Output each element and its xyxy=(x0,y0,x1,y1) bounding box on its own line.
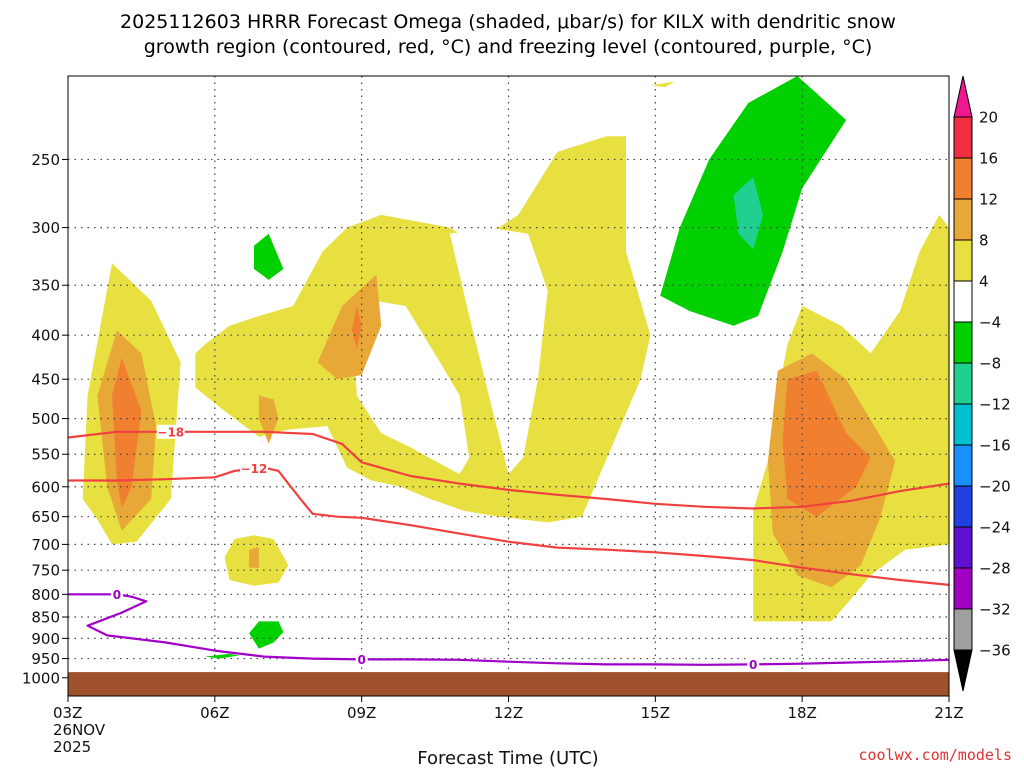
colorbar-label-3: 8 xyxy=(979,232,989,250)
y-tick-label-800: 800 xyxy=(31,586,60,604)
colorbar-top-arrow xyxy=(953,75,973,118)
chart-title-line-2: growth region (contoured, red, °C) and f… xyxy=(144,36,873,58)
x-tick-label-9: 09Z xyxy=(347,704,376,722)
x-axis-title: Forecast Time (UTC) xyxy=(417,748,598,768)
omega-shading xyxy=(82,76,949,659)
omega-region-10 xyxy=(249,547,259,568)
omega-region-4 xyxy=(351,300,470,475)
colorbar-label-7: −12 xyxy=(979,396,1011,414)
colorbar-label-10: −24 xyxy=(979,519,1011,537)
x-tick-label-6: 06Z xyxy=(200,704,229,722)
colorbar-label-1: 16 xyxy=(979,150,998,168)
colorbar-bin-5 xyxy=(953,321,973,364)
x-tick-label-18: 18Z xyxy=(787,704,816,722)
contour-dgz-bottom xyxy=(68,466,949,586)
colorbar-bin-8 xyxy=(953,444,973,487)
omega-region-18 xyxy=(205,653,240,659)
colorbar-label-13: −36 xyxy=(979,642,1011,660)
x-tick-label-15: 15Z xyxy=(641,704,670,722)
colorbar-bin-10 xyxy=(953,526,973,569)
x-tick-label-12: 12Z xyxy=(494,704,523,722)
colorbar-label-9: −20 xyxy=(979,478,1011,496)
contour-label-freezing-level-2: 0 xyxy=(749,658,757,672)
contour-label-freezing-level-1: 0 xyxy=(357,653,365,667)
omega-region-3 xyxy=(195,136,651,523)
omega-region-8 xyxy=(258,395,279,444)
colorbar-label-8: −16 xyxy=(979,437,1011,455)
omega-region-16 xyxy=(254,233,284,280)
colorbar-bin-9 xyxy=(953,485,973,528)
colorbar-label-11: −28 xyxy=(979,560,1011,578)
omega-region-15 xyxy=(733,177,763,250)
colorbar-label-5: −4 xyxy=(979,314,1001,332)
omega-region-7 xyxy=(351,306,362,349)
plot-area: −18 −12 0 0 0 xyxy=(67,75,950,697)
y-tick-label-850: 850 xyxy=(31,608,60,626)
colorbar-bin-4 xyxy=(953,280,973,323)
colorbar-label-4: 4 xyxy=(979,273,989,291)
colorbar-bottom-arrow xyxy=(953,649,973,692)
omega-region-19 xyxy=(650,81,675,88)
y-tick-label-950: 950 xyxy=(31,650,60,668)
contour-label-bg-freezing-level-2 xyxy=(747,657,760,672)
contour-label-bg-freezing-level-1 xyxy=(355,652,368,667)
x-tick-year: 2025 xyxy=(53,738,91,756)
omega-region-5 xyxy=(449,227,548,475)
colorbar-bin-7 xyxy=(953,403,973,446)
contour-label-dgz-top-0: −18 xyxy=(157,425,184,439)
contour-label-freezing-level-0: 0 xyxy=(113,588,121,602)
y-tick-label-500: 500 xyxy=(31,410,60,428)
y-tick-label-350: 350 xyxy=(31,277,60,295)
x-tick-label-21: 21Z xyxy=(934,704,963,722)
colorbar-bin-1 xyxy=(953,157,973,200)
contour-dgz-top xyxy=(68,430,949,510)
y-tick-label-700: 700 xyxy=(31,536,60,554)
colorbar-label-2: 12 xyxy=(979,191,998,209)
y-tick-label-900: 900 xyxy=(31,630,60,648)
y-tick-label-1000: 1000 xyxy=(22,669,60,687)
y-tick-label-600: 600 xyxy=(31,478,60,496)
colorbar: 20 16 12 8 4 −4 −8 −12 −16 −20 −24 −28 −32 −36 xyxy=(953,75,1011,692)
chart-title-line-1: 2025112603 HRRR Forecast Omega (shaded, … xyxy=(120,11,896,33)
colorbar-bin-11 xyxy=(953,567,973,610)
y-tick-label-650: 650 xyxy=(31,508,60,526)
x-tick-label-3: 03Z xyxy=(53,704,82,722)
omega-region-17 xyxy=(249,621,284,649)
colorbar-bin-0 xyxy=(953,116,973,159)
terrain-fill xyxy=(68,672,949,696)
colorbar-bin-2 xyxy=(953,198,973,241)
y-tick-label-550: 550 xyxy=(31,446,60,464)
omega-region-13 xyxy=(782,370,871,517)
x-tick-date: 26NOV xyxy=(53,721,106,739)
colorbar-bin-6 xyxy=(953,362,973,405)
y-tick-label-300: 300 xyxy=(31,219,60,237)
omega-region-6 xyxy=(317,274,382,380)
colorbar-bin-3 xyxy=(953,239,973,282)
colorbar-label-0: 20 xyxy=(979,109,998,127)
contour-lines: −18 −12 0 0 0 xyxy=(68,424,949,672)
y-axis: 250 300 350 400 450 500 550 600 650 700 750 800 850 9… xyxy=(22,151,68,687)
y-tick-label-400: 400 xyxy=(31,327,60,345)
credit-text: coolwx.com/models xyxy=(858,746,1012,764)
y-tick-label-450: 450 xyxy=(31,371,60,389)
contour-label-bg-dgz-bottom-0 xyxy=(239,461,268,476)
contour-label-dgz-bottom-0: −12 xyxy=(241,462,268,476)
colorbar-label-6: −8 xyxy=(979,355,1001,373)
colorbar-bin-12 xyxy=(953,608,973,651)
y-tick-label-750: 750 xyxy=(31,562,60,580)
contour-label-bg-dgz-top-0 xyxy=(156,424,185,439)
contour-label-bg-freezing-level-0 xyxy=(110,587,123,602)
y-tick-label-250: 250 xyxy=(31,151,60,169)
colorbar-label-12: −32 xyxy=(979,601,1011,619)
